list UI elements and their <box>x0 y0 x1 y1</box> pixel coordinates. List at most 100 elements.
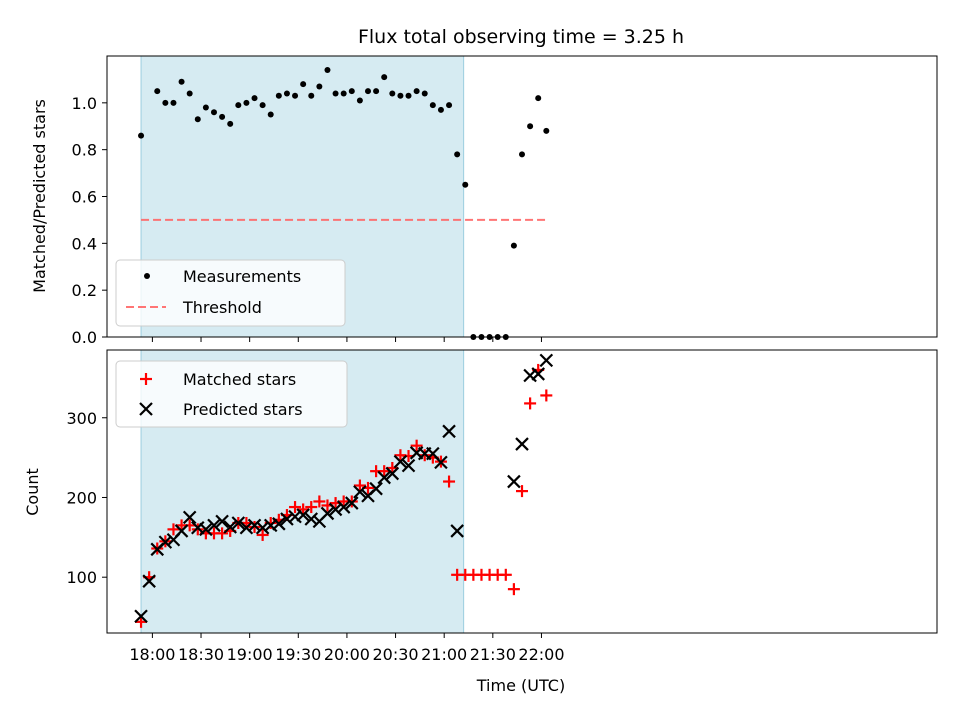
measurement-point <box>308 92 315 99</box>
measurement-point <box>413 88 420 95</box>
measurement-point <box>210 109 217 116</box>
predicted-star-point <box>539 353 554 368</box>
legend-predicted-marker <box>139 402 153 416</box>
predicted-star-point <box>507 474 521 489</box>
measurement-point <box>332 90 339 97</box>
matched-star-point <box>540 389 553 402</box>
predicted-star-point <box>280 512 294 526</box>
measurement-point <box>170 99 177 106</box>
measurement-point <box>535 95 542 102</box>
measurement-point <box>340 90 347 97</box>
measurement-point <box>446 102 453 109</box>
predicted-star-point <box>215 514 229 529</box>
y-tick-label: 300 <box>66 409 97 428</box>
top-y-axis-label: Matched/Predicted stars <box>30 99 49 293</box>
matched-star-point <box>524 397 537 410</box>
chart-title: Flux total observing time = 3.25 h <box>358 26 684 48</box>
predicted-star-point <box>247 518 262 533</box>
matched-star-point <box>305 501 318 514</box>
matched-star-point <box>216 527 229 540</box>
x-tick-label: 22:00 <box>518 645 564 664</box>
y-tick-label: 0.6 <box>72 188 97 207</box>
predicted-star-point <box>304 512 319 526</box>
legend-threshold-label: Threshold <box>182 298 262 317</box>
predicted-star-point <box>223 520 237 534</box>
matched-star-point <box>289 501 302 514</box>
predicted-star-point <box>385 466 400 481</box>
measurement-point <box>364 88 371 95</box>
y-tick-label: 0.0 <box>72 328 97 347</box>
measurement-point <box>510 242 517 249</box>
matched-star-point <box>418 449 431 462</box>
measurement-point <box>397 92 404 99</box>
predicted-star-point <box>182 510 197 525</box>
legend-predicted-label: Predicted stars <box>183 400 303 419</box>
x-tick-label: 18:00 <box>129 645 175 664</box>
measurement-point <box>259 102 266 109</box>
measurement-point <box>373 88 380 95</box>
predicted-star-point <box>401 458 416 473</box>
measurement-point <box>429 102 436 109</box>
y-tick-label: 0.2 <box>72 281 97 300</box>
y-tick-label: 100 <box>66 568 97 587</box>
legend-measurements-marker <box>144 273 150 279</box>
measurement-point <box>235 102 242 109</box>
measurement-point <box>462 181 469 188</box>
measurement-point <box>178 78 185 85</box>
matched-star-point <box>313 495 326 508</box>
bottom-panel: 18:00 18:30 19:00 19:30 20:00 20:30 21:00 21:30… <box>23 349 938 695</box>
predicted-star-point <box>239 520 254 535</box>
predicted-star-point <box>142 574 156 588</box>
x-tick-label: 20:00 <box>324 645 370 664</box>
matched-star-point <box>256 528 269 541</box>
predicted-star-point <box>199 522 213 537</box>
measurement-point <box>454 151 461 158</box>
y-tick-label: 1.0 <box>72 94 97 113</box>
measurement-point <box>292 92 299 99</box>
predicted-star-point <box>272 517 286 531</box>
measurement-point <box>154 88 161 95</box>
predicted-star-point <box>434 455 448 470</box>
measurement-point <box>162 99 169 106</box>
predicted-star-point <box>328 502 343 517</box>
measurement-point <box>543 127 550 134</box>
matched-star-point <box>410 439 423 452</box>
x-axis-label: Time (UTC) <box>476 676 565 695</box>
matched-star-point <box>386 461 399 474</box>
top-legend-box <box>115 259 346 327</box>
bottom-legend-box <box>115 360 348 428</box>
bottom-axes-frame <box>106 349 938 634</box>
x-tick-label: 21:00 <box>421 645 467 664</box>
predicted-star-point <box>450 524 464 538</box>
x-tick-label: 19:30 <box>275 645 321 664</box>
x-tick-label: 20:30 <box>373 645 419 664</box>
measurement-point <box>519 151 525 158</box>
matched-star-point <box>297 503 310 516</box>
measurement-point <box>251 95 258 102</box>
matched-star-point <box>443 475 456 488</box>
legend-measurements-label: Measurements <box>183 267 301 286</box>
predicted-star-point <box>320 506 335 521</box>
matched-star-point <box>378 465 391 478</box>
measurement-point <box>300 81 307 88</box>
bottom-y-axis-label: Count <box>23 468 42 516</box>
measurement-point <box>202 104 209 111</box>
measurement-point <box>405 92 412 99</box>
predicted-star-point <box>296 508 310 522</box>
predicted-star-point <box>345 496 359 510</box>
measurement-point <box>324 67 331 74</box>
predicted-star-point <box>231 516 246 530</box>
measurement-point <box>389 90 396 97</box>
measurement-point <box>194 116 201 123</box>
top-panel: 0.0 0.2 0.4 0.6 0.8 1.0 Matched/Predicted sta… <box>30 55 938 347</box>
predicted-star-point <box>336 500 351 514</box>
measurement-point <box>219 113 226 120</box>
predicted-star-point <box>255 520 270 535</box>
predicted-star-point <box>353 485 367 499</box>
predicted-star-point <box>207 518 221 533</box>
y-tick-label: 0.8 <box>72 141 97 160</box>
x-tick-label: 19:00 <box>227 645 273 664</box>
matched-star-point <box>248 520 261 533</box>
y-tick-label: 200 <box>66 488 97 507</box>
